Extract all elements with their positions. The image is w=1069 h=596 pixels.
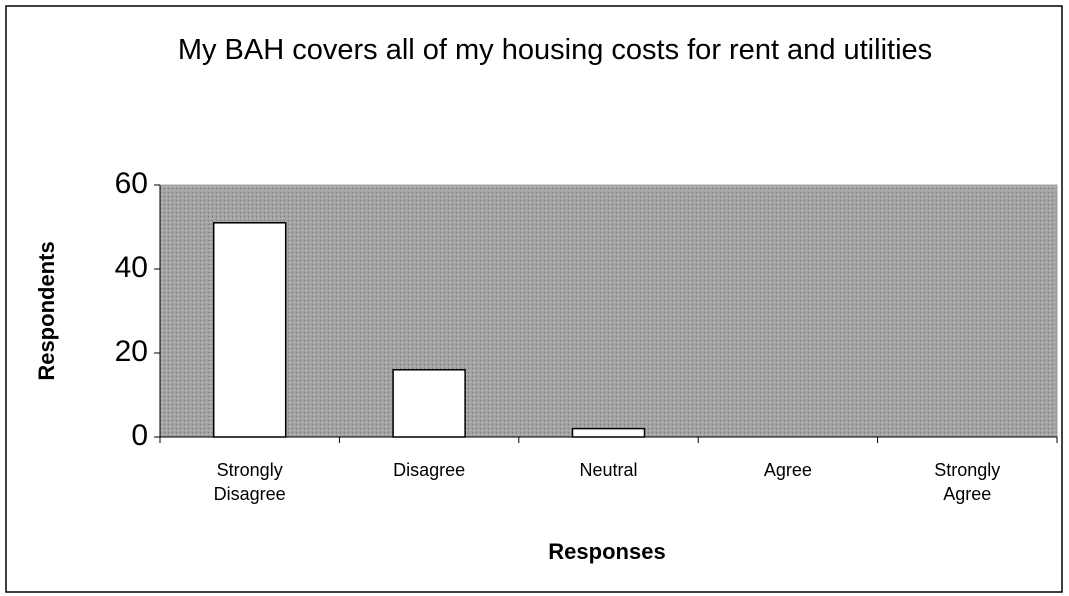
chart-border [5, 5, 1063, 593]
plot-area [159, 184, 1058, 438]
y-axis-label: Respondents [34, 241, 59, 380]
y-tick-label: 40 [115, 251, 148, 284]
x-tick-label: Strongly Agree [934, 460, 1001, 504]
x-tick-label: Neutral [579, 460, 638, 480]
x-tick-label: Agree [763, 460, 812, 480]
chart-title: My BAH covers all of my housing costs fo… [177, 34, 933, 66]
bar [571, 427, 646, 438]
bar [212, 222, 287, 438]
y-tick-label: 60 [115, 167, 148, 200]
x-tick-label: Disagree [393, 460, 466, 480]
y-tick-label: 20 [115, 335, 148, 368]
y-tick-label: 0 [131, 419, 148, 452]
x-axis-label: Responses [548, 539, 665, 564]
x-tick-label: Strongly Disagree [213, 460, 286, 504]
bar [392, 369, 466, 438]
